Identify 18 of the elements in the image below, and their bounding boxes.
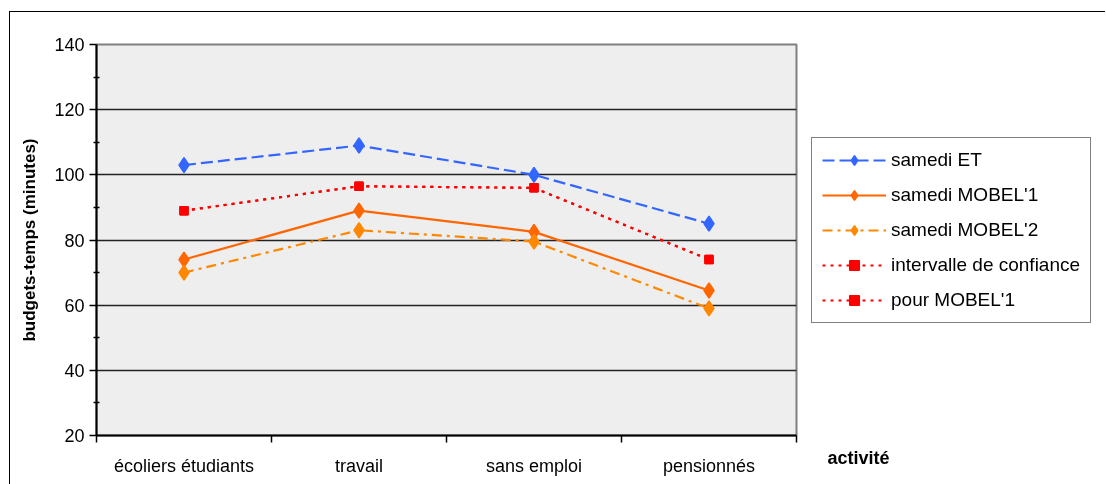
y-tick-label: 140 — [54, 35, 85, 55]
y-axis-title: budgets-temps (minutes) — [20, 138, 40, 342]
y-tick-label: 100 — [54, 165, 85, 186]
y-tick-label: 40 — [64, 360, 85, 381]
x-axis-title: activité — [827, 447, 890, 468]
legend-label: samedi ET — [891, 148, 982, 172]
legend-label: samedi MOBEL'2 — [891, 218, 1039, 242]
x-tick-label: travail — [334, 455, 384, 476]
x-tick-label: sans emploi — [485, 455, 583, 476]
legend-label: samedi MOBEL'1 — [891, 183, 1039, 207]
y-tick-label: 20 — [64, 426, 85, 446]
y-tick-label: 120 — [54, 100, 85, 121]
legend-label: intervalle de confiance — [891, 253, 1081, 277]
y-tick-label: 60 — [64, 295, 85, 316]
x-tick-label: écoliers étudiants — [113, 455, 255, 476]
y-tick-label: 80 — [64, 230, 85, 251]
x-tick-label: pensionnés — [662, 455, 756, 476]
legend-label: pour MOBEL'1 — [891, 288, 1016, 312]
